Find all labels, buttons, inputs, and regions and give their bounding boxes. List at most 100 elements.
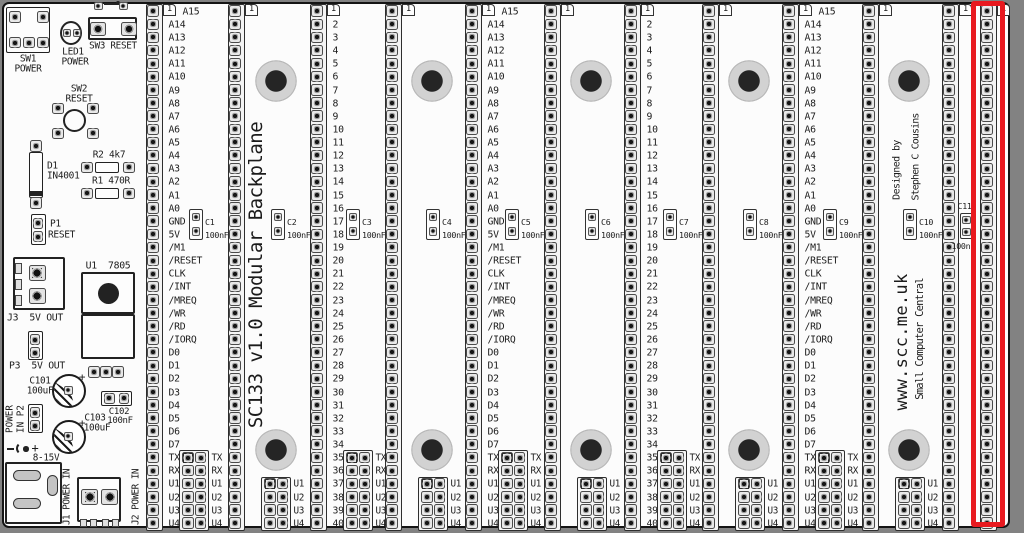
pin-name-label: GND bbox=[487, 216, 505, 228]
pin-pad bbox=[981, 281, 994, 293]
p1-ref-label: P1 bbox=[50, 218, 61, 230]
pin-pad bbox=[981, 97, 994, 109]
designer-credit-line2: Stephen C Cousins bbox=[910, 113, 921, 201]
pin-pad bbox=[147, 412, 160, 424]
j2-tab bbox=[102, 519, 109, 527]
pin-pad bbox=[703, 44, 716, 57]
pin-pad bbox=[863, 202, 876, 214]
pin-pad bbox=[386, 44, 399, 57]
pin-pad bbox=[703, 464, 716, 477]
pin-pad bbox=[229, 399, 242, 411]
pin-pad bbox=[703, 491, 716, 503]
header-pad bbox=[513, 517, 526, 529]
header-pin-label: U2 bbox=[847, 492, 859, 504]
pin-pad bbox=[545, 18, 558, 30]
pin-pad bbox=[466, 189, 479, 201]
pin-pad bbox=[311, 517, 324, 529]
sw1-pad bbox=[9, 11, 22, 23]
pin-pad bbox=[229, 333, 242, 345]
header-pad bbox=[738, 478, 750, 490]
header-pad bbox=[182, 464, 194, 477]
header-pad bbox=[738, 491, 750, 503]
r2-pad bbox=[122, 161, 135, 174]
cap-pad bbox=[507, 212, 517, 222]
pin-name-label: A8 bbox=[804, 98, 817, 110]
pin-pad bbox=[545, 372, 558, 385]
pin-number-label: 12 bbox=[646, 150, 659, 162]
sw2-pad bbox=[51, 127, 64, 139]
pin-pad bbox=[545, 333, 558, 345]
pin-pad bbox=[625, 294, 638, 306]
pin-name-label: CLK bbox=[804, 268, 822, 280]
pin-pad bbox=[863, 254, 876, 267]
pin-name-label: D1 bbox=[487, 360, 500, 372]
pin-number-label: 22 bbox=[332, 281, 345, 293]
pin-number-label: 36 bbox=[646, 465, 659, 477]
pin-name-label: A9 bbox=[804, 85, 817, 97]
header-pad bbox=[830, 504, 843, 516]
pin-pad bbox=[783, 333, 796, 345]
pin-pad bbox=[981, 491, 994, 503]
mounting-hole bbox=[255, 60, 297, 102]
pin-name-label: D1 bbox=[804, 360, 817, 372]
pin-pad bbox=[311, 110, 324, 122]
mounting-hole bbox=[255, 429, 297, 471]
pin-pad bbox=[311, 464, 324, 477]
highlight-box[interactable] bbox=[970, 1, 1005, 527]
pin-pad bbox=[466, 136, 479, 149]
slot-connector-10 bbox=[861, 3, 879, 531]
pin-pad bbox=[783, 491, 796, 503]
pin-pad bbox=[229, 438, 242, 450]
pin-name-label: /INT bbox=[487, 281, 511, 293]
pin-number-label: 39 bbox=[646, 505, 659, 517]
pin-pad bbox=[545, 241, 558, 254]
pin-pad bbox=[386, 451, 399, 464]
header-pad bbox=[818, 504, 830, 516]
header-pin-label: U1 bbox=[450, 478, 462, 490]
header-pad bbox=[898, 491, 910, 503]
capacitor-C8 bbox=[742, 209, 757, 240]
header-pad bbox=[672, 478, 685, 490]
pin-pad bbox=[981, 438, 994, 450]
p1-reset-header bbox=[31, 214, 46, 245]
header-pin-label: U4 bbox=[767, 518, 779, 530]
header-pin-label: U1 bbox=[847, 478, 859, 490]
cap-pad bbox=[273, 227, 283, 236]
j1-slot bbox=[13, 497, 41, 509]
header-pin-label: U3 bbox=[530, 505, 542, 517]
header-pin-label: RX bbox=[530, 465, 542, 477]
pin-pad bbox=[703, 176, 716, 188]
header-pad bbox=[513, 464, 526, 477]
pin-pad bbox=[147, 5, 160, 17]
pin-name-label: /IORQ bbox=[168, 334, 197, 346]
pin-pad bbox=[386, 254, 399, 267]
header-pin-label: U1 bbox=[211, 478, 223, 490]
pin-pad bbox=[386, 399, 399, 411]
r1-pad bbox=[122, 187, 135, 200]
pin-pad bbox=[545, 320, 558, 332]
pin-name-label: A7 bbox=[487, 111, 500, 123]
pin-pad bbox=[783, 478, 796, 490]
pin-pad bbox=[466, 84, 479, 96]
pin-pad bbox=[981, 504, 994, 516]
pin-pad bbox=[466, 451, 479, 464]
pin-pad bbox=[466, 57, 479, 70]
pin-pad bbox=[783, 517, 796, 529]
pin-pad bbox=[981, 189, 994, 201]
p1-pad bbox=[32, 217, 44, 229]
pin-name-label: A3 bbox=[168, 163, 181, 175]
pin-pad bbox=[147, 399, 160, 411]
header-pad bbox=[660, 504, 672, 516]
pin-pad bbox=[783, 386, 796, 398]
pin-pad bbox=[229, 97, 242, 109]
pin-pad bbox=[386, 504, 399, 516]
pin-name-label: A2 bbox=[168, 176, 181, 188]
pin-pad bbox=[229, 176, 242, 188]
u1-pad bbox=[112, 366, 125, 378]
pin-pad bbox=[466, 372, 479, 385]
pin-pad bbox=[386, 228, 399, 240]
header-pin-label: U4 bbox=[927, 518, 939, 530]
header-pad bbox=[433, 478, 446, 490]
pin-name-label: A12 bbox=[487, 45, 505, 57]
pin-pad bbox=[625, 478, 638, 490]
